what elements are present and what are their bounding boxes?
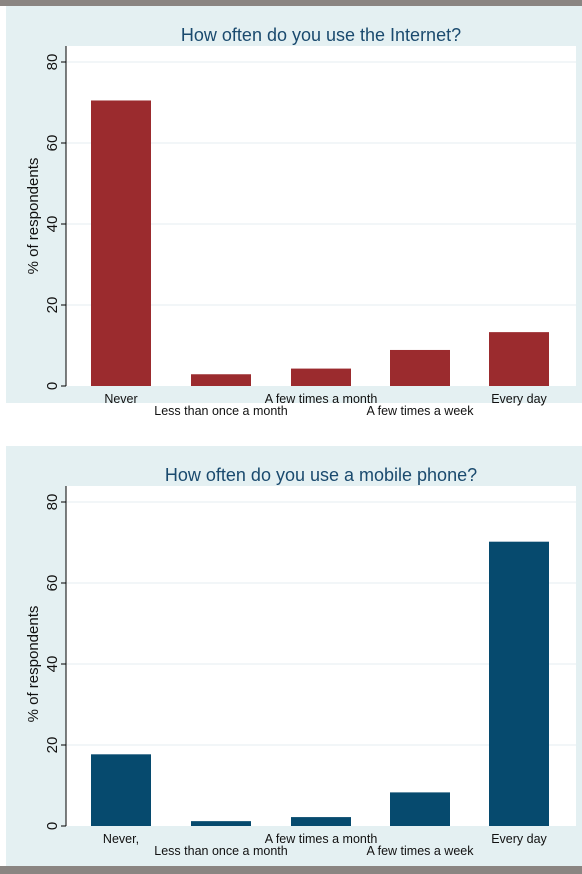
chart-internet-x-tick-label: Less than once a month	[154, 404, 287, 418]
chart-internet-y-tick-label: 20	[44, 297, 61, 314]
chart-mobile-x-tick-label: Less than once a month	[154, 844, 287, 858]
chart-internet-bar	[91, 100, 151, 386]
chart-mobile-y-tick-label: 60	[44, 575, 61, 592]
chart-mobile-x-tick-label: Never,	[103, 832, 139, 846]
chart-internet-y-axis-label: % of respondents	[25, 158, 42, 275]
chart-mobile-x-tick-label: A few times a week	[367, 844, 475, 858]
chart-mobile-x-tick-label: Every day	[491, 832, 547, 846]
chart-internet-bar	[291, 368, 351, 386]
chart-internet-y-ticks: 0 20 40 60 80	[44, 54, 66, 390]
chart-mobile-y-tick-label: 20	[44, 737, 61, 754]
chart-internet-y-tick-label: 0	[44, 382, 61, 390]
chart-mobile-bar	[489, 541, 549, 826]
chart-mobile-y-tick-label: 40	[44, 656, 61, 673]
chart-mobile-bar	[390, 792, 450, 826]
chart-internet-title: How often do you use the Internet?	[181, 25, 461, 45]
chart-internet-bar	[191, 374, 251, 386]
chart-mobile-bars	[91, 541, 549, 826]
chart-mobile-y-tick-label: 80	[44, 494, 61, 511]
chart-mobile-bar	[291, 817, 351, 826]
chart-internet-x-tick-label: Every day	[491, 392, 547, 406]
chart-internet-y-tick-label: 60	[44, 135, 61, 152]
chart-internet-bar	[489, 332, 549, 386]
chart-mobile-y-tick-label: 0	[44, 822, 61, 830]
chart-mobile: How often do you use a mobile phone? 0 20…	[6, 446, 582, 866]
chart-internet-x-tick-label: A few times a month	[265, 392, 378, 406]
chart-mobile-title: How often do you use a mobile phone?	[165, 465, 477, 485]
chart-mobile-bar	[191, 821, 251, 826]
chart-mobile-x-tick-label: A few times a month	[265, 832, 378, 846]
chart-internet-y-tick-label: 40	[44, 216, 61, 233]
chart-internet-bars	[91, 100, 549, 386]
chart-mobile-bar	[91, 754, 151, 826]
chart-internet-x-tick-label: Never	[104, 392, 137, 406]
top-frame-bar	[0, 0, 582, 6]
chart-internet-bar	[390, 349, 450, 386]
chart-internet-y-tick-label: 80	[44, 54, 61, 71]
chart-internet-x-tick-label: A few times a week	[367, 404, 475, 418]
bottom-frame-bar	[0, 866, 582, 874]
chart-mobile-y-ticks: 0 20 40 60 80	[44, 494, 66, 830]
chart-internet: How often do you use the Internet? 0 20 40…	[6, 6, 582, 418]
chart-mobile-y-axis-label: % of respondents	[25, 606, 42, 723]
